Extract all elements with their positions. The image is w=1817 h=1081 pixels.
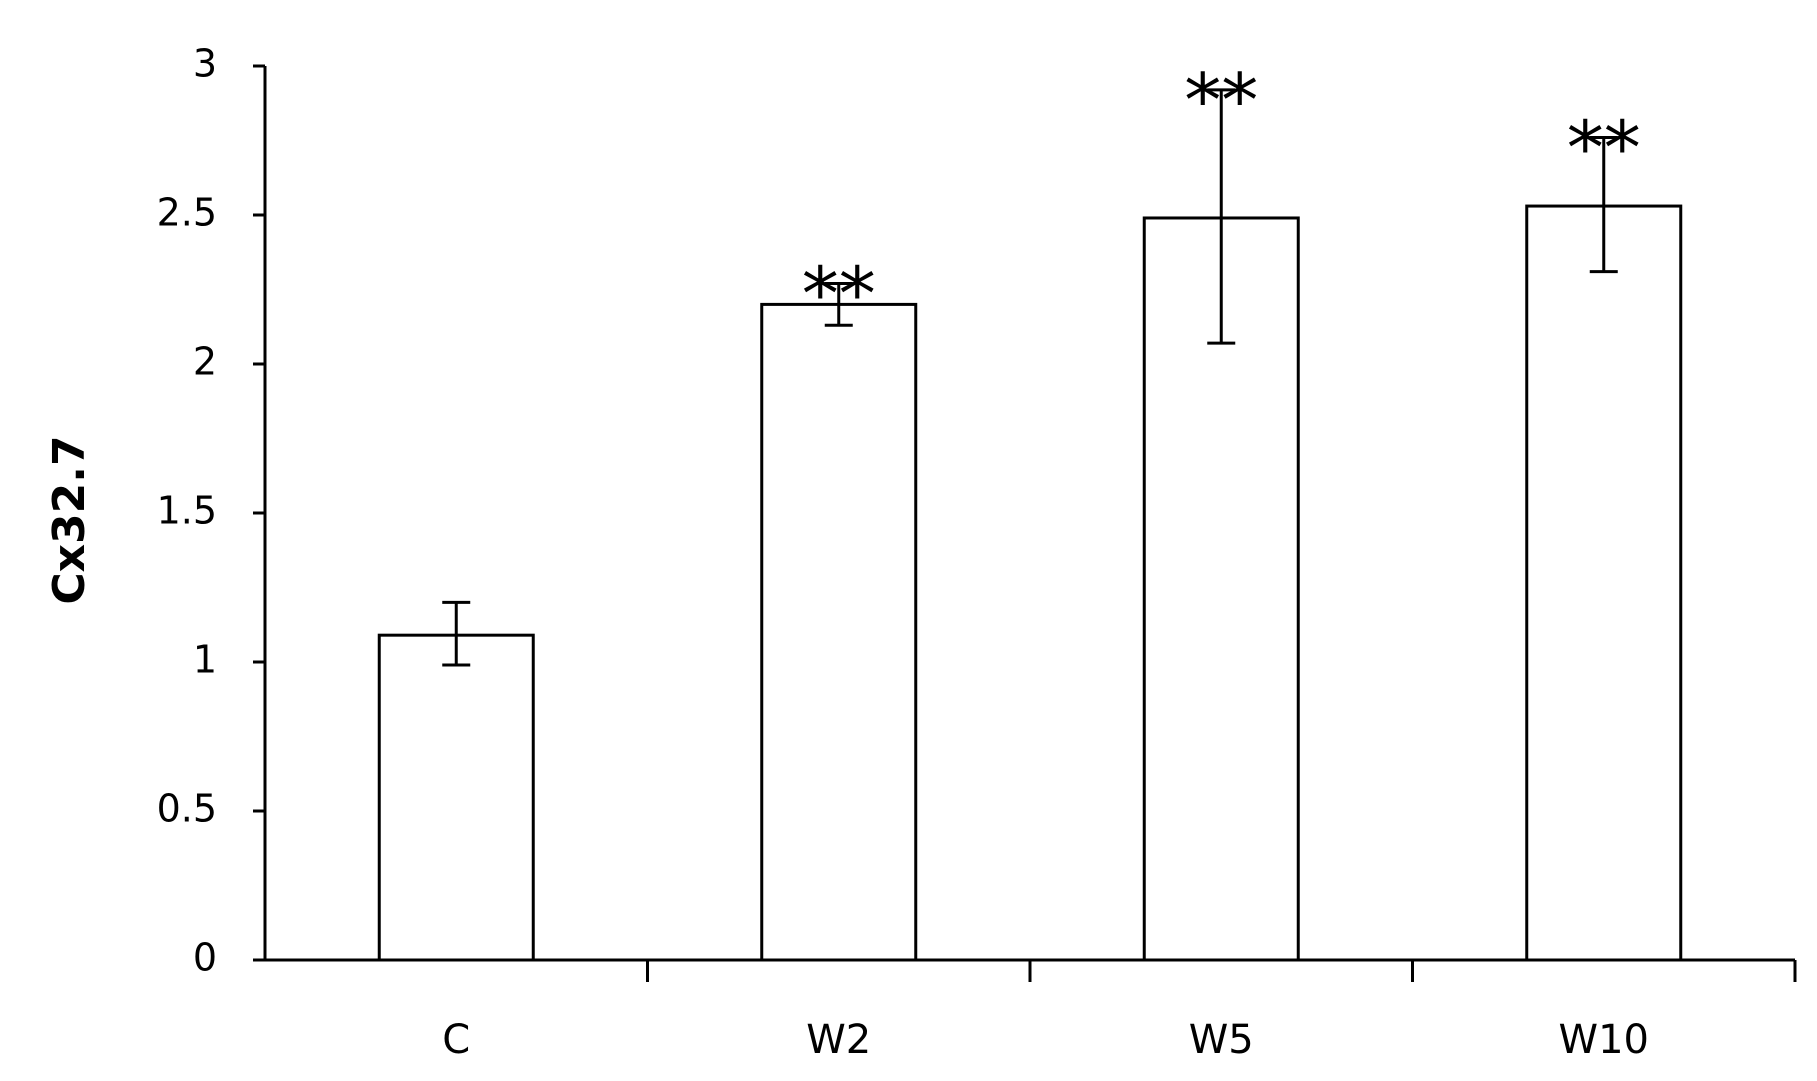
y-axis-ticks: 0 0.5 1 1.5 2 2.5 3 [157, 42, 265, 980]
y-tick-label: 0.5 [157, 787, 217, 831]
significance-marker-w10: ** [1567, 106, 1641, 192]
significance-marker-w2: ** [802, 252, 876, 338]
y-tick-label: 2.5 [157, 191, 217, 235]
significance-marker-w5: ** [1184, 58, 1258, 144]
category-labels-group: C W2 W5 W10 [442, 1017, 1649, 1063]
bar-c [377, 633, 535, 962]
bar-w10 [1525, 204, 1683, 962]
y-tick-label: 1 [193, 638, 217, 682]
x-category-label-c: C [442, 1017, 470, 1063]
y-tick-label: 2 [193, 340, 217, 384]
bar-w2 [760, 302, 918, 962]
y-tick-label: 1.5 [157, 489, 217, 533]
y-tick-label: 0 [193, 936, 217, 980]
y-tick-label: 3 [193, 42, 217, 86]
significance-group: ** ** ** [802, 58, 1641, 338]
x-category-label-w10: W10 [1559, 1017, 1649, 1063]
error-bars-group [442, 88, 1618, 667]
x-axis-ticks [646, 960, 1797, 982]
x-category-label-w5: W5 [1189, 1017, 1254, 1063]
x-category-label-w2: W2 [806, 1017, 871, 1063]
y-axis-title: Cx32.7 [44, 435, 95, 604]
